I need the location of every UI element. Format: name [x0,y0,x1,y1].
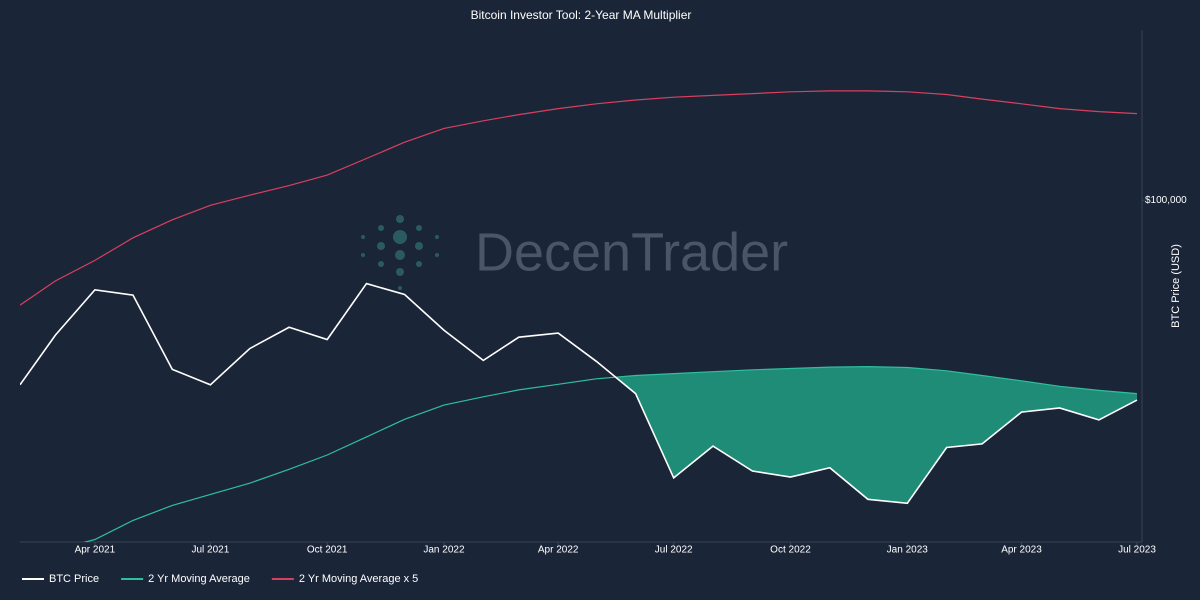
watermark: DecenTrader [475,222,788,282]
x-tick-label: Jan 2022 [423,545,465,556]
x-tick-label: Jan 2023 [887,545,929,556]
x-tick-label: Apr 2021 [75,545,116,556]
x-tick-label: Apr 2023 [1001,545,1042,556]
y-axis-label: BTC Price (USD) [1170,244,1182,328]
chart-title: Bitcoin Investor Tool: 2-Year MA Multipl… [471,8,692,22]
x-tick-label: Oct 2022 [770,545,811,556]
x-tick-label: Jul 2022 [655,545,693,556]
legend-label: 2 Yr Moving Average [148,573,250,585]
x-tick-label: Jul 2021 [191,545,229,556]
x-tick-label: Jul 2023 [1118,545,1156,556]
series-line [83,365,1138,542]
legend-label: 2 Yr Moving Average x 5 [299,573,418,585]
series-line [20,282,1138,505]
series-line [20,90,1138,306]
legend-label: BTC Price [49,573,99,585]
y-tick-label: $100,000 [1145,195,1187,206]
watermark-logo [361,215,439,290]
x-tick-label: Apr 2022 [538,545,579,556]
x-tick-label: Oct 2021 [307,545,348,556]
